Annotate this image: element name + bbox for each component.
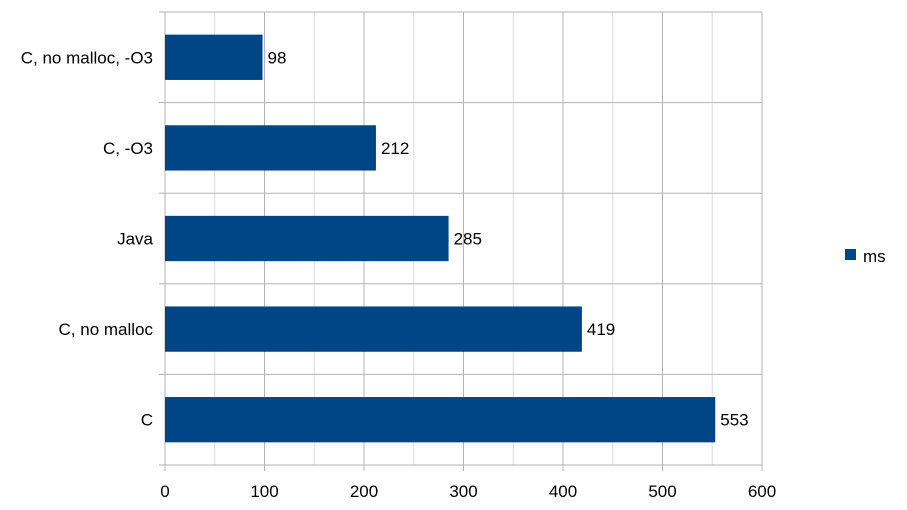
category-label: C, -O3 xyxy=(103,139,153,158)
x-tick-label: 300 xyxy=(449,482,477,501)
bar xyxy=(165,34,263,80)
data-label: 98 xyxy=(268,48,287,67)
data-label: 212 xyxy=(381,139,409,158)
bars xyxy=(165,34,716,443)
category-label: C, no malloc xyxy=(59,320,154,339)
bar xyxy=(165,306,582,352)
x-tick-label: 100 xyxy=(250,482,278,501)
grid xyxy=(159,11,763,471)
legend: ms xyxy=(845,247,886,266)
bar xyxy=(165,397,716,443)
data-label: 553 xyxy=(720,411,748,430)
category-label: Java xyxy=(117,230,153,249)
category-label: C, no malloc, -O3 xyxy=(21,48,153,67)
data-label: 419 xyxy=(587,320,615,339)
x-tick-label: 200 xyxy=(350,482,378,501)
x-tick-label: 500 xyxy=(648,482,676,501)
legend-swatch xyxy=(845,249,856,260)
category-label: C xyxy=(141,411,153,430)
x-tick-label: 600 xyxy=(748,482,776,501)
x-tick-label: 0 xyxy=(160,482,169,501)
data-label: 285 xyxy=(454,230,482,249)
bar xyxy=(165,215,449,262)
x-tick-label: 400 xyxy=(549,482,577,501)
labels: 98 C, no malloc, -O3 212 C, -O3 285 Java 419 C,… xyxy=(21,48,776,501)
bar xyxy=(165,125,376,171)
legend-label: ms xyxy=(863,247,886,266)
